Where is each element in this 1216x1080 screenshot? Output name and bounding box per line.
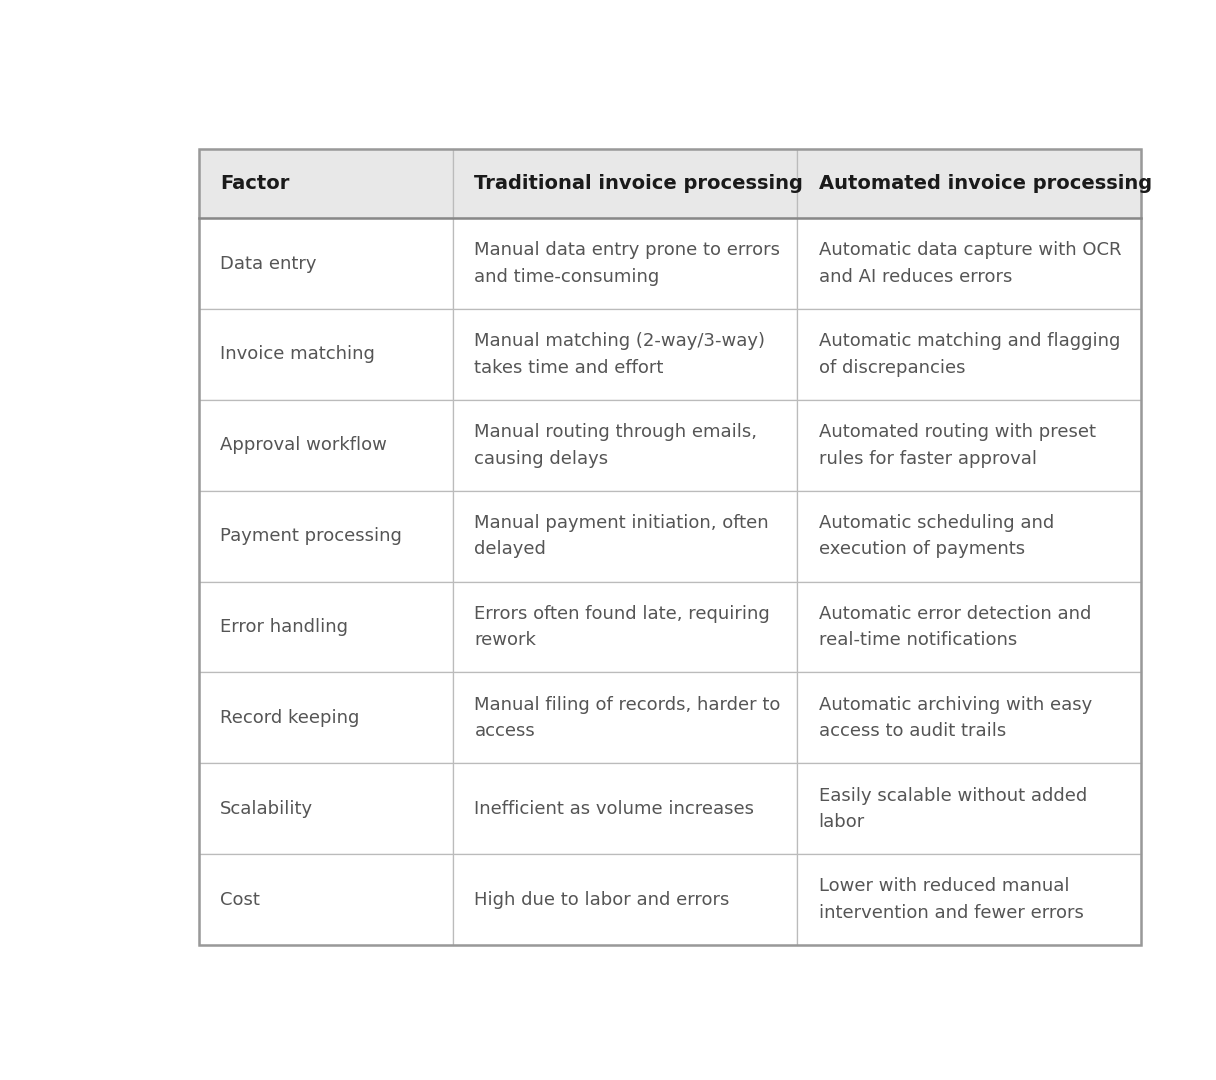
Text: Automatic archiving with easy
access to audit trails: Automatic archiving with easy access to …: [818, 696, 1092, 740]
Text: Approval workflow: Approval workflow: [220, 436, 387, 455]
Bar: [198, 400, 452, 490]
Text: Traditional invoice processing: Traditional invoice processing: [474, 174, 804, 193]
Bar: [198, 309, 452, 400]
Bar: [452, 582, 796, 673]
Text: Lower with reduced manual
intervention and fewer errors: Lower with reduced manual intervention a…: [818, 877, 1083, 922]
Text: Invoice matching: Invoice matching: [220, 346, 375, 364]
Text: Automatic error detection and
real-time notifications: Automatic error detection and real-time …: [818, 605, 1091, 649]
Bar: [796, 490, 1141, 582]
Bar: [452, 218, 796, 309]
Text: Automatic scheduling and
execution of payments: Automatic scheduling and execution of pa…: [818, 514, 1054, 558]
Bar: [452, 764, 796, 854]
Text: Factor: Factor: [220, 174, 289, 193]
Text: Record keeping: Record keeping: [220, 708, 360, 727]
Bar: [796, 149, 1141, 218]
Text: Cost: Cost: [220, 891, 260, 908]
Bar: [452, 854, 796, 945]
Bar: [198, 149, 452, 218]
Text: Manual data entry prone to errors
and time-consuming: Manual data entry prone to errors and ti…: [474, 242, 781, 286]
Text: Payment processing: Payment processing: [220, 527, 402, 545]
Text: Errors often found late, requiring
rework: Errors often found late, requiring rewor…: [474, 605, 770, 649]
Bar: [198, 673, 452, 764]
Text: High due to labor and errors: High due to labor and errors: [474, 891, 730, 908]
Text: Scalability: Scalability: [220, 799, 314, 818]
Text: Easily scalable without added
labor: Easily scalable without added labor: [818, 786, 1087, 831]
Text: Manual matching (2-way/3-way)
takes time and effort: Manual matching (2-way/3-way) takes time…: [474, 333, 765, 377]
Bar: [452, 149, 796, 218]
Bar: [796, 673, 1141, 764]
Bar: [796, 854, 1141, 945]
Text: Automatic data capture with OCR
and AI reduces errors: Automatic data capture with OCR and AI r…: [818, 242, 1121, 286]
Bar: [796, 400, 1141, 490]
Bar: [796, 309, 1141, 400]
Bar: [452, 490, 796, 582]
Text: Automated invoice processing: Automated invoice processing: [818, 174, 1152, 193]
Bar: [796, 218, 1141, 309]
Bar: [198, 854, 452, 945]
Text: Inefficient as volume increases: Inefficient as volume increases: [474, 799, 754, 818]
Bar: [796, 582, 1141, 673]
Bar: [198, 582, 452, 673]
Bar: [452, 673, 796, 764]
Bar: [198, 490, 452, 582]
Bar: [796, 764, 1141, 854]
Text: Automatic matching and flagging
of discrepancies: Automatic matching and flagging of discr…: [818, 333, 1120, 377]
Text: Error handling: Error handling: [220, 618, 348, 636]
Bar: [452, 309, 796, 400]
Bar: [198, 764, 452, 854]
Bar: [452, 400, 796, 490]
Bar: [198, 218, 452, 309]
Text: Manual filing of records, harder to
access: Manual filing of records, harder to acce…: [474, 696, 781, 740]
Text: Manual routing through emails,
causing delays: Manual routing through emails, causing d…: [474, 423, 758, 468]
Text: Data entry: Data entry: [220, 255, 316, 272]
Text: Automated routing with preset
rules for faster approval: Automated routing with preset rules for …: [818, 423, 1096, 468]
Text: Manual payment initiation, often
delayed: Manual payment initiation, often delayed: [474, 514, 769, 558]
